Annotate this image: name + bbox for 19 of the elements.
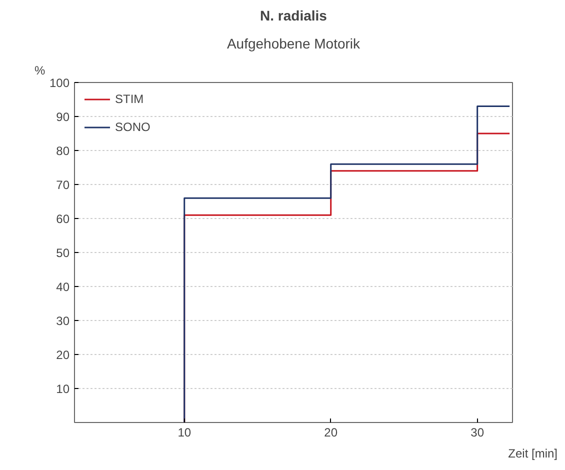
chart-title: N. radialis: [260, 8, 328, 24]
y-tick-label: 20: [56, 348, 70, 362]
y-tick-label: 100: [49, 76, 70, 90]
y-tick-label: 60: [56, 212, 70, 226]
y-tick-label: 80: [56, 144, 70, 158]
x-tick-label: 30: [470, 426, 484, 440]
y-tick-label: 50: [56, 246, 70, 260]
y-tick-label: 70: [56, 178, 70, 192]
x-tick-label: 20: [324, 426, 338, 440]
y-axis-title: %: [34, 64, 46, 78]
chart-subtitle: Aufgehobene Motorik: [226, 36, 362, 52]
x-tick-label: 10: [178, 426, 192, 440]
legend-label: STIM: [115, 92, 144, 106]
legend-label: SONO: [115, 120, 150, 134]
y-tick-label: 90: [56, 110, 70, 124]
y-tick-label: 10: [56, 382, 70, 396]
y-tick-label: 30: [56, 314, 70, 328]
y-tick-label: 40: [56, 280, 70, 294]
x-axis-title: Zeit [min]: [508, 446, 558, 460]
